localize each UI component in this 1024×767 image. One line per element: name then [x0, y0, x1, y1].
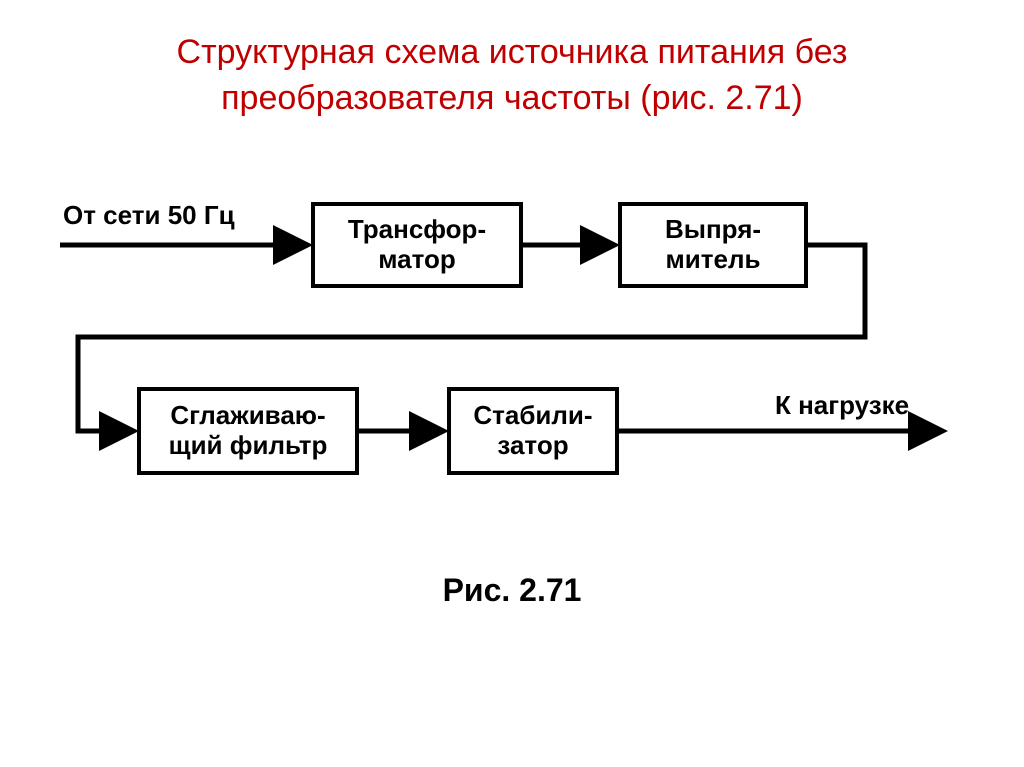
block-diagram: От сети 50 Гц Трансфор-матор Выпря-мител… [0, 142, 1024, 692]
block-rectifier: Выпря-митель [618, 202, 808, 288]
block-transformer-label: Трансфор-матор [348, 215, 486, 275]
page-title: Структурная схема источника питания без … [0, 0, 1024, 142]
input-label: От сети 50 Гц [63, 200, 235, 231]
figure-caption: Рис. 2.71 [0, 572, 1024, 609]
block-rectifier-label: Выпря-митель [665, 215, 761, 275]
output-label: К нагрузке [775, 390, 909, 421]
block-filter-label: Сглаживаю-щий фильтр [169, 401, 328, 461]
block-stabilizer: Стабили-затор [447, 387, 619, 475]
block-transformer: Трансфор-матор [311, 202, 523, 288]
block-stabilizer-label: Стабили-затор [473, 401, 592, 461]
block-filter: Сглаживаю-щий фильтр [137, 387, 359, 475]
